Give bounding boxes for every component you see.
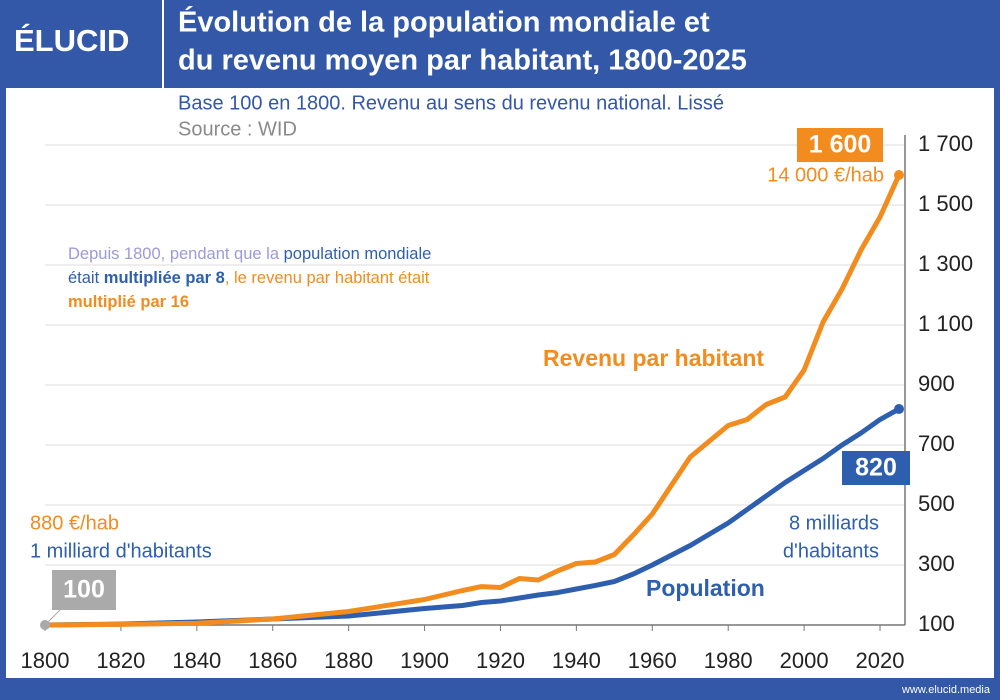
- title: du revenu moyen par habitant, 1800-2025: [178, 45, 747, 77]
- logo: ÉLUCID: [14, 23, 129, 58]
- y-tick-label: 700: [918, 431, 955, 456]
- x-tick-label: 1920: [476, 648, 525, 673]
- end-note: d'habitants: [783, 540, 879, 562]
- y-tick-label: 1 100: [918, 311, 973, 336]
- x-tick-label: 1820: [96, 648, 145, 673]
- start-box: [52, 570, 116, 610]
- x-tick-label: 1840: [172, 648, 221, 673]
- note: Depuis 1800, pendant que la population m…: [68, 242, 440, 314]
- x-tick-label: 2000: [780, 648, 829, 673]
- start-label: 100: [63, 576, 105, 604]
- note-part: Depuis 1800, pendant que la: [68, 245, 284, 263]
- y-tick-label: 300: [918, 551, 955, 576]
- x-tick-label: 1940: [552, 648, 601, 673]
- start-note: 1 milliard d'habitants: [30, 540, 212, 562]
- note-part: , le revenu par habitant était: [224, 269, 430, 287]
- end-note: 14 000 €/hab: [767, 164, 884, 186]
- x-tick-label: 1800: [21, 648, 70, 673]
- y-tick-label: 100: [918, 611, 955, 636]
- x-tick-label: 1900: [400, 648, 449, 673]
- line: [42, 406, 902, 628]
- x-tick-label: 2020: [856, 648, 905, 673]
- line: [42, 172, 902, 628]
- end-box: [842, 451, 910, 485]
- note-part: population mondiale était: [68, 245, 432, 287]
- series-label: Revenu par habitant: [543, 345, 764, 371]
- y-tick-label: 1 300: [918, 251, 973, 276]
- series-label: Population: [646, 575, 765, 601]
- panel: [6, 88, 994, 678]
- x-tick-label: 1980: [704, 648, 753, 673]
- start-dot: [40, 620, 50, 630]
- end-label: 1 600: [809, 131, 872, 159]
- end-dot: [894, 404, 904, 414]
- y-tick-label: 1 500: [918, 191, 973, 216]
- y-tick-label: 900: [918, 371, 955, 396]
- note-part: multipliée par 8: [103, 269, 225, 287]
- x-tick-label: 1960: [628, 648, 677, 673]
- end-dot: [894, 170, 904, 180]
- y-tick-label: 1 700: [918, 131, 973, 156]
- end-label: 820: [855, 454, 897, 482]
- end-note: 8 milliards: [789, 512, 879, 534]
- x-tick-label: 1860: [248, 648, 297, 673]
- note-part: multiplié par 16: [68, 293, 190, 311]
- source: Source : WID: [178, 118, 297, 140]
- title: Évolution de la population mondiale et: [178, 5, 710, 39]
- subtitle: Base 100 en 1800. Revenu au sens du reve…: [178, 92, 724, 114]
- x-tick-label: 1880: [324, 648, 373, 673]
- y-tick-label: 500: [918, 491, 955, 516]
- end-box: [797, 128, 883, 162]
- footer: www.elucid.media: [901, 684, 991, 696]
- start-note: 880 €/hab: [30, 512, 119, 534]
